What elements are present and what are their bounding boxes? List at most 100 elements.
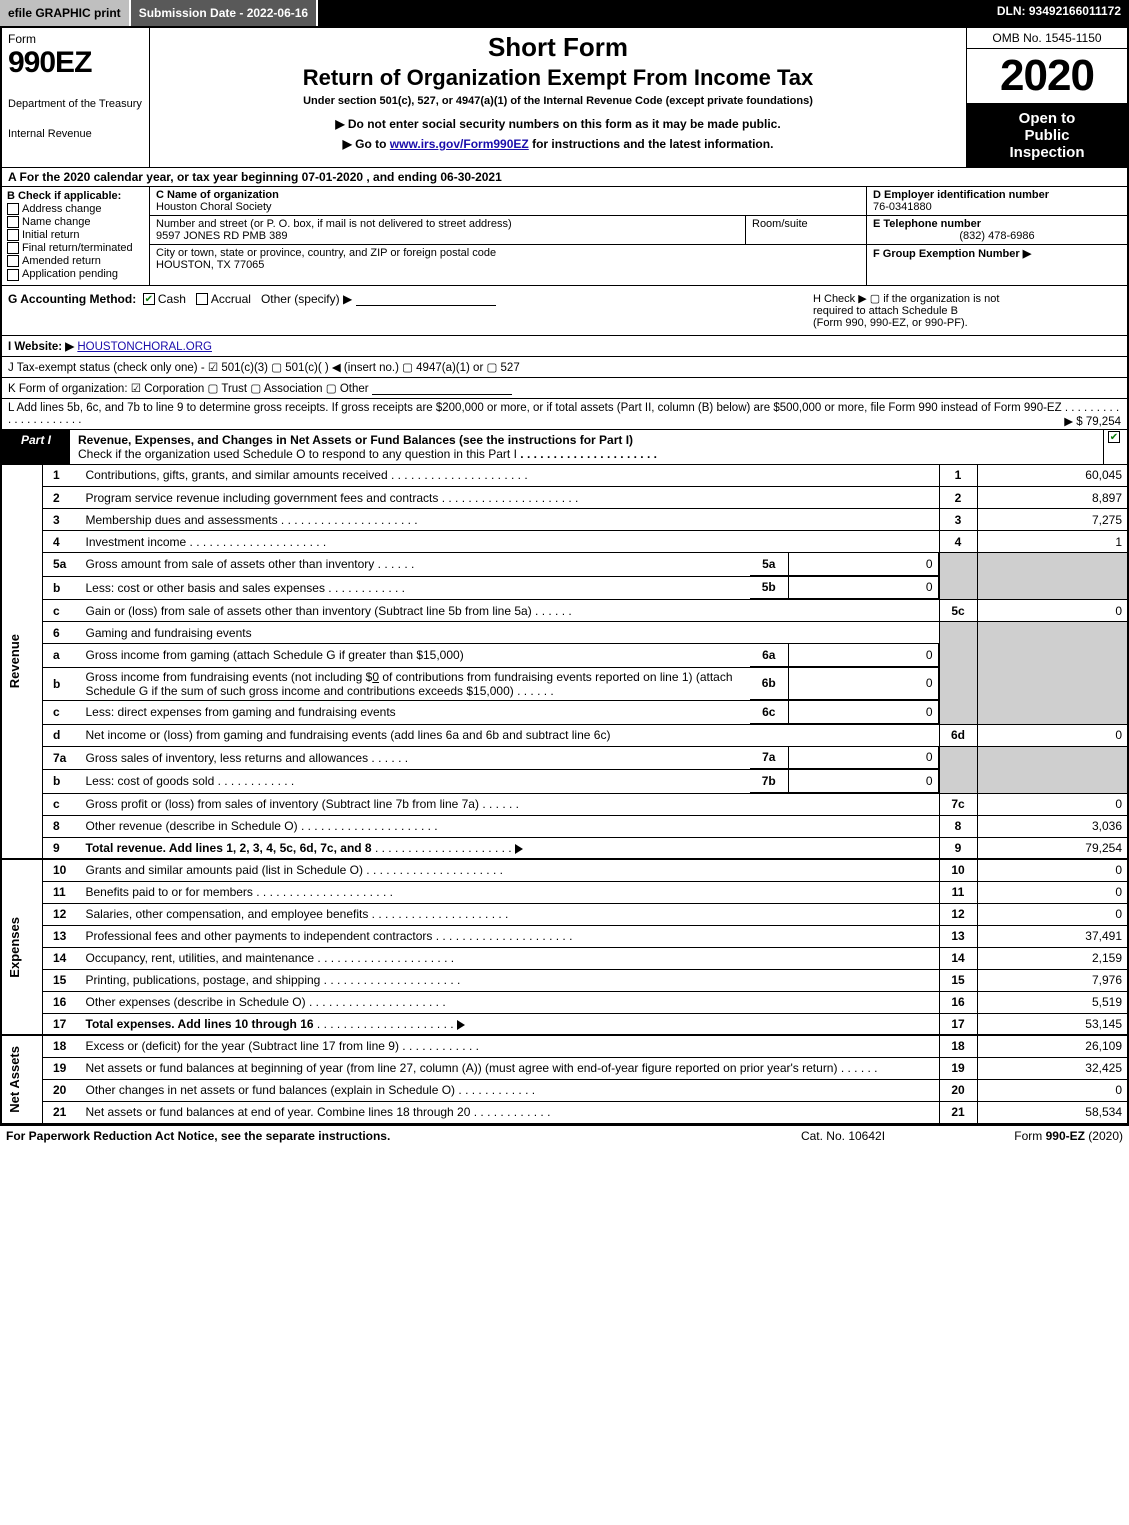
l17-ln: 17 [939, 1013, 977, 1035]
line-8: 8 Other revenue (describe in Schedule O)… [2, 815, 1127, 837]
revenue-side-label: Revenue [2, 465, 43, 860]
chk-final-return[interactable]: Final return/terminated [7, 242, 144, 254]
l7b-sub: 7b [750, 770, 788, 792]
f-group-label: F Group Exemption Number ▶ [873, 247, 1121, 260]
l7c-ln: 7c [939, 793, 977, 815]
part-i-sub: Check if the organization used Schedule … [78, 447, 517, 461]
lbl-other: Other (specify) ▶ [261, 292, 352, 306]
inspect-2: Public [971, 127, 1123, 144]
chk-accrual[interactable] [196, 293, 208, 305]
goto-post: for instructions and the latest informat… [529, 137, 774, 151]
b-heading: B Check if applicable: [7, 190, 144, 202]
c-street-row: Number and street (or P. O. box, if mail… [150, 216, 866, 245]
l15-num: 15 [43, 969, 81, 991]
l11-num: 11 [43, 881, 81, 903]
l6a-num: a [43, 644, 81, 668]
chk-address-change-lbl: Address change [22, 203, 102, 215]
d-ein-value: 76-0341880 [873, 201, 1121, 213]
l19-val: 32,425 [977, 1057, 1127, 1079]
l7b-num: b [43, 770, 81, 794]
l18-ln: 18 [939, 1035, 977, 1057]
l21-val: 58,534 [977, 1101, 1127, 1123]
netassets-side-label: Net Assets [2, 1035, 43, 1123]
chk-application-pending-lbl: Application pending [22, 268, 118, 280]
l2-text: Program service revenue including govern… [81, 487, 940, 509]
d-ein-cell: D Employer identification number 76-0341… [867, 187, 1127, 216]
l8-ln: 8 [939, 815, 977, 837]
arrow-icon [457, 1020, 465, 1030]
irs-link[interactable]: www.irs.gov/Form990EZ [390, 137, 529, 151]
row-j-tax-exempt: J Tax-exempt status (check only one) - ☑… [2, 357, 1127, 378]
org-city: HOUSTON, TX 77065 [156, 259, 860, 271]
c-city-label: City or town, state or province, country… [156, 247, 860, 259]
l8-val: 3,036 [977, 815, 1127, 837]
l11-ln: 11 [939, 881, 977, 903]
inspect-1: Open to [971, 110, 1123, 127]
c-name-cell: C Name of organization Houston Choral So… [150, 187, 866, 216]
k-text: K Form of organization: ☑ Corporation ▢ … [8, 383, 369, 395]
l5c-text: Gain or (loss) from sale of assets other… [81, 600, 940, 622]
l12-num: 12 [43, 903, 81, 925]
chk-name-change[interactable]: Name change [7, 216, 144, 228]
l6a-text: Gross income from gaming (attach Schedul… [81, 644, 751, 666]
i-label: I Website: ▶ [8, 341, 74, 353]
l16-val: 5,519 [977, 991, 1127, 1013]
short-form-title: Short Form [156, 32, 960, 63]
l5a-text: Gross amount from sale of assets other t… [81, 553, 751, 575]
l7a-text: Gross sales of inventory, less returns a… [81, 747, 751, 769]
k-other-line [372, 381, 512, 395]
ssn-warning: ▶ Do not enter social security numbers o… [156, 117, 960, 131]
l4-text: Investment income [81, 531, 940, 553]
l5c-ln: 5c [939, 600, 977, 622]
l7c-text: Gross profit or (loss) from sales of inv… [81, 793, 940, 815]
l3-num: 3 [43, 509, 81, 531]
lbl-cash: Cash [158, 292, 186, 306]
l7a-sub: 7a [750, 747, 788, 769]
line-12: 12 Salaries, other compensation, and emp… [2, 903, 1127, 925]
website-link[interactable]: HOUSTONCHORAL.ORG [77, 341, 212, 353]
l5b-text: Less: cost or other basis and sales expe… [81, 577, 751, 599]
l-amount: ▶ $ 79,254 [1064, 414, 1121, 428]
l7a-num: 7a [43, 746, 81, 770]
chk-name-change-lbl: Name change [22, 216, 91, 228]
chk-initial-return[interactable]: Initial return [7, 229, 144, 241]
chk-amended-return[interactable]: Amended return [7, 255, 144, 267]
line-10: Expenses 10 Grants and similar amounts p… [2, 859, 1127, 881]
chk-application-pending[interactable]: Application pending [7, 268, 144, 280]
line-1: Revenue 1 Contributions, gifts, grants, … [2, 465, 1127, 487]
chk-initial-return-lbl: Initial return [22, 229, 79, 241]
l15-val: 7,976 [977, 969, 1127, 991]
line-18: Net Assets 18 Excess or (deficit) for th… [2, 1035, 1127, 1057]
footer-left: For Paperwork Reduction Act Notice, see … [6, 1129, 743, 1143]
header-center: Short Form Return of Organization Exempt… [150, 28, 967, 167]
l13-num: 13 [43, 925, 81, 947]
line-9: 9 Total revenue. Add lines 1, 2, 3, 4, 5… [2, 837, 1127, 859]
g-accounting: G Accounting Method: Cash Accrual Other … [2, 286, 807, 335]
c-name-label: C Name of organization [156, 189, 860, 201]
l5b-row: Less: cost or other basis and sales expe… [81, 576, 940, 600]
chk-address-change[interactable]: Address change [7, 203, 144, 215]
chk-cash[interactable] [143, 293, 155, 305]
part-i-checkbox[interactable] [1103, 430, 1127, 464]
l19-ln: 19 [939, 1057, 977, 1079]
l6d-num: d [43, 724, 81, 746]
header-right: OMB No. 1545-1150 2020 Open to Public In… [967, 28, 1127, 167]
l12-text: Salaries, other compensation, and employ… [81, 903, 940, 925]
l5ab-grey [939, 553, 977, 600]
l7b-sv: 0 [788, 770, 938, 792]
row-gh: G Accounting Method: Cash Accrual Other … [2, 286, 1127, 336]
l5c-num: c [43, 600, 81, 622]
l6c-sub: 6c [750, 701, 788, 723]
l17-num: 17 [43, 1013, 81, 1035]
d-ein-label: D Employer identification number [873, 189, 1121, 201]
l8-text: Other revenue (describe in Schedule O) [81, 815, 940, 837]
c-room-label: Room/suite [752, 218, 860, 230]
l11-val: 0 [977, 881, 1127, 903]
l6d-ln: 6d [939, 724, 977, 746]
l19-text: Net assets or fund balances at beginning… [81, 1057, 940, 1079]
l6b-sub: 6b [750, 668, 788, 700]
l6a-sv: 0 [788, 644, 938, 666]
block-bcdef: B Check if applicable: Address change Na… [2, 187, 1127, 286]
goto-pre: ▶ Go to [343, 137, 390, 151]
l20-num: 20 [43, 1079, 81, 1101]
